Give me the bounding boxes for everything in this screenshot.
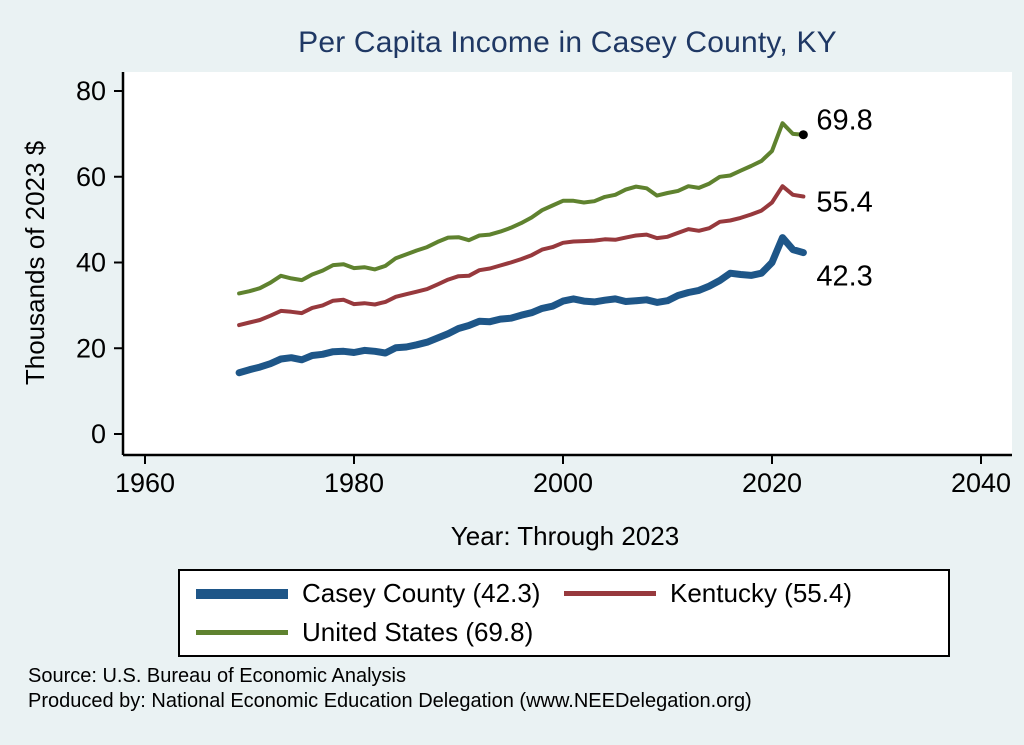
plot-background <box>123 72 1012 455</box>
producer-note: Produced by: National Economic Education… <box>28 690 752 712</box>
x-tick-label: 2040 <box>951 468 1011 498</box>
kentucky-line-swatch <box>564 591 656 596</box>
x-axis-title: Year: Through 2023 <box>451 521 679 551</box>
united-states-line-swatch <box>196 630 288 635</box>
y-tick-label: 20 <box>76 333 106 363</box>
legend-item-casey-county: Casey County (42.3) <box>196 578 564 609</box>
source-note: Source: U.S. Bureau of Economic Analysis <box>28 665 406 687</box>
casey-county-end-label: 42.3 <box>816 261 872 293</box>
legend-label: United States (69.8) <box>302 617 534 647</box>
chart-title: Per Capita Income in Casey County, KY <box>298 26 837 59</box>
footer: Source: U.S. Bureau of Economic Analysis… <box>28 664 752 714</box>
y-tick-label: 80 <box>76 76 106 106</box>
legend-label: Casey County (42.3) <box>302 578 541 608</box>
casey-county-line <box>235 234 807 377</box>
legend-label: Kentucky (55.4) <box>670 578 853 608</box>
legend-row: United States (69.8) <box>196 617 932 648</box>
last-point-marker <box>798 130 808 140</box>
y-tick-label: 40 <box>76 248 106 278</box>
x-tick-label: 1960 <box>115 468 175 498</box>
united-states-line <box>237 121 806 296</box>
casey-county-line-swatch <box>196 588 288 599</box>
y-tick-label: 60 <box>76 162 106 192</box>
y-axis-title: Thousands of 2023 $ <box>20 140 50 385</box>
x-tick-label: 2020 <box>742 468 802 498</box>
kentucky-line <box>237 184 806 328</box>
legend-row: Casey County (42.3) Kentucky (55.4) <box>196 578 932 609</box>
y-tick-label: 0 <box>91 419 106 449</box>
united-states-end-label: 69.8 <box>816 105 872 137</box>
kentucky-end-label: 55.4 <box>816 186 872 218</box>
legend-box: Casey County (42.3) Kentucky (55.4) Unit… <box>178 569 950 657</box>
legend-item-kentucky: Kentucky (55.4) <box>564 578 932 609</box>
legend-item-united-states: United States (69.8) <box>196 617 588 648</box>
x-tick-label: 2000 <box>533 468 593 498</box>
x-tick-label: 1980 <box>324 468 384 498</box>
